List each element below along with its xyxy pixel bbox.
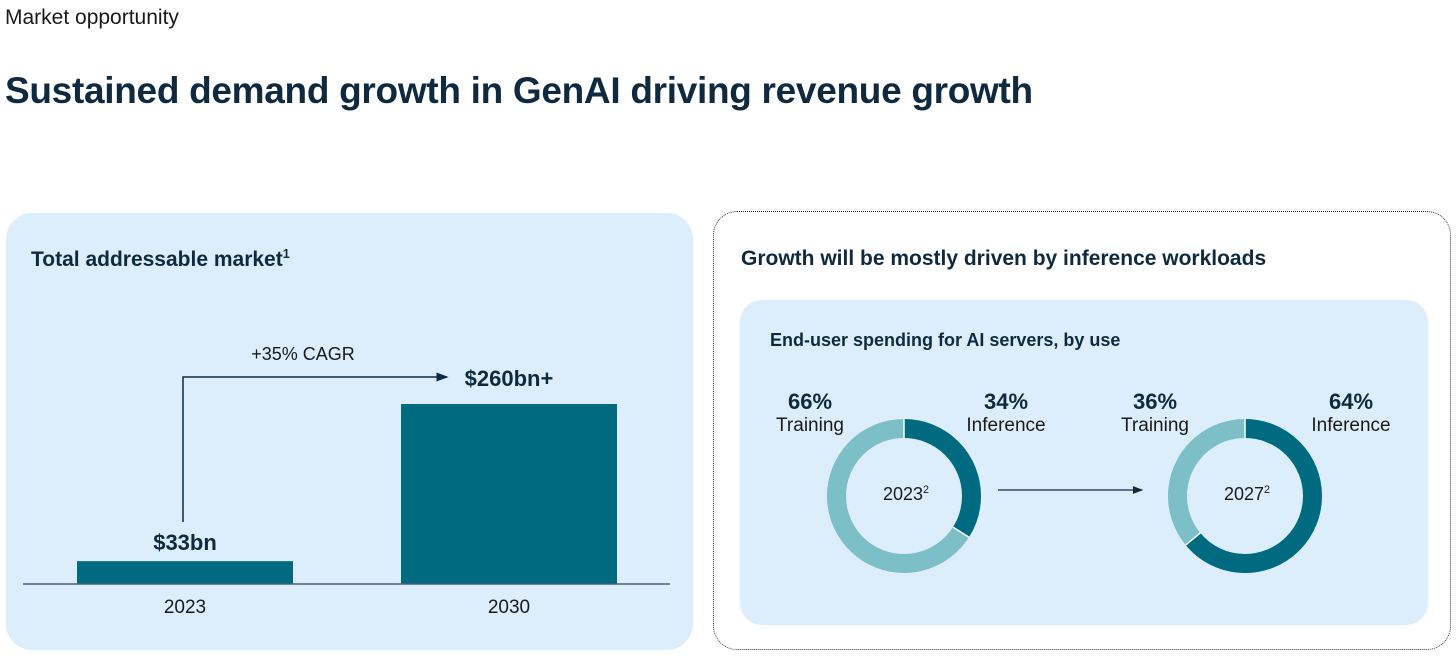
bar-2030 (401, 404, 617, 584)
cagr-annotation: +35% CAGR (251, 344, 355, 364)
donut1-center-label: 20232 (882, 484, 930, 504)
page-title: Sustained demand growth in GenAI driving… (5, 70, 1033, 111)
kicker: Market opportunity (5, 6, 179, 29)
donut2-center-label: 20272 (1223, 484, 1271, 504)
donut-slice-separator (1185, 532, 1201, 546)
bar-label-2030: $260bn+ (464, 366, 554, 391)
bar-label-2023: $33bn (153, 530, 217, 555)
x-tick-2030: 2030 (487, 597, 531, 618)
tam-title-text: Total addressable market (31, 248, 283, 271)
footnote-marker: 1 (282, 247, 290, 261)
spending-title: End-user spending for AI servers, by use (770, 330, 1121, 350)
donut2-inference-legend: 64% Inference (1311, 389, 1391, 436)
tam-title: Total addressable market1 (31, 247, 290, 272)
donut-slice-separator (952, 526, 970, 538)
x-tick-2023: 2023 (163, 597, 207, 618)
cagr-arrow (182, 372, 449, 522)
growth-title: Growth will be mostly driven by inferenc… (741, 247, 1267, 270)
bar-2023 (77, 561, 293, 584)
donut2-training-legend: 36% Training (1121, 389, 1189, 436)
donut1-inference-legend: 34% Inference (966, 389, 1046, 436)
growth-panel (713, 211, 1451, 650)
donut1-training-legend: 66% Training (776, 389, 844, 436)
